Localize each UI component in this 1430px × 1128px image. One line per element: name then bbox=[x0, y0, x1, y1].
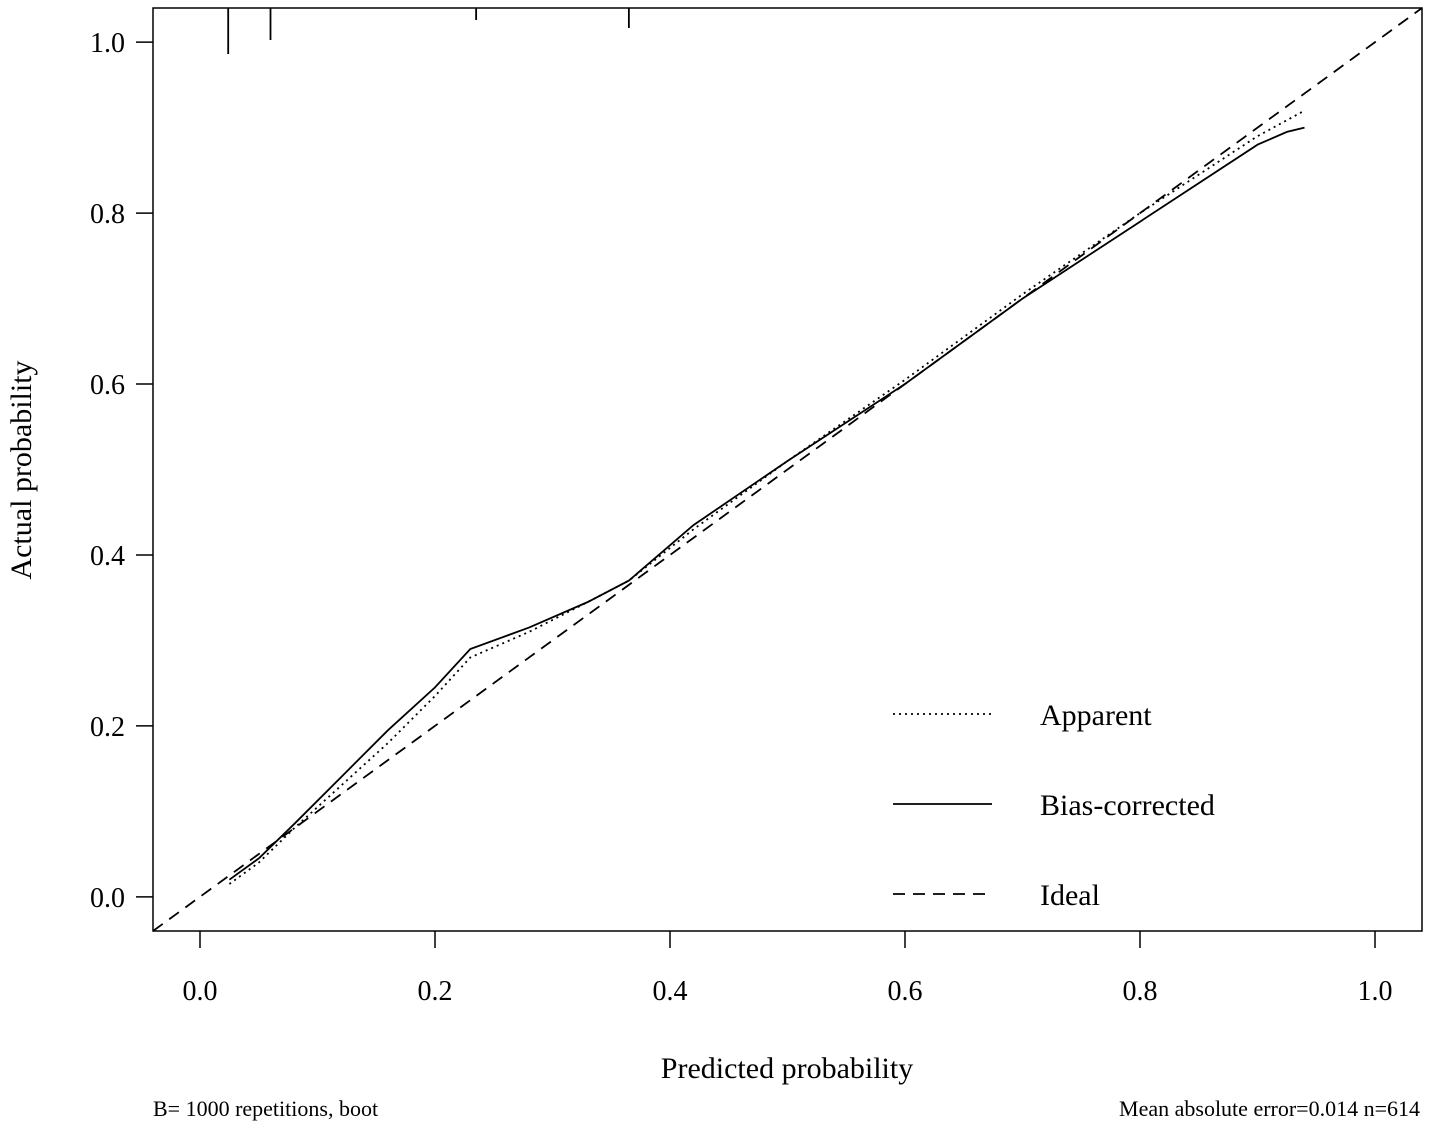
y-tick-label: 0.8 bbox=[90, 199, 125, 230]
y-tick-label: 0.6 bbox=[90, 370, 125, 401]
x-tick-label: 0.2 bbox=[418, 976, 453, 1007]
series-lines bbox=[152, 7, 1423, 932]
legend-label: Apparent bbox=[1040, 699, 1152, 732]
series-line-bias-corrected bbox=[228, 126, 1305, 881]
y-tick-label: 0.4 bbox=[90, 541, 125, 572]
x-tick-label: 0.0 bbox=[183, 976, 218, 1007]
x-tick-label: 1.0 bbox=[1358, 976, 1393, 1007]
y-axis-title: Actual probability bbox=[5, 360, 38, 579]
rug-marks bbox=[227, 8, 630, 54]
legend-label: Bias-corrected bbox=[1040, 789, 1215, 822]
series-line-ideal bbox=[152, 7, 1423, 932]
x-tick-label: 0.4 bbox=[653, 976, 688, 1007]
footer-left-note: B= 1000 repetitions, boot bbox=[153, 1096, 378, 1121]
legend-label: Ideal bbox=[1040, 879, 1100, 912]
y-tick-label: 1.0 bbox=[90, 28, 125, 59]
series-line-apparent bbox=[228, 109, 1305, 885]
y-tick-label: 0.2 bbox=[90, 712, 125, 743]
y-tick-label: 0.0 bbox=[90, 883, 125, 914]
legend: Apparent Bias-corrected Ideal bbox=[893, 699, 1215, 912]
plot-frame bbox=[152, 7, 1423, 932]
x-tick-label: 0.8 bbox=[1123, 976, 1158, 1007]
footer-right-note: Mean absolute error=0.014 n=614 bbox=[1119, 1096, 1420, 1121]
y-axis: 0.0 0.2 0.4 0.6 0.8 1.0 bbox=[90, 28, 153, 914]
x-axis: 0.0 0.2 0.4 0.6 0.8 1.0 bbox=[183, 931, 1393, 1007]
x-tick-label: 0.6 bbox=[888, 976, 923, 1007]
x-axis-title: Predicted probability bbox=[661, 1052, 913, 1085]
